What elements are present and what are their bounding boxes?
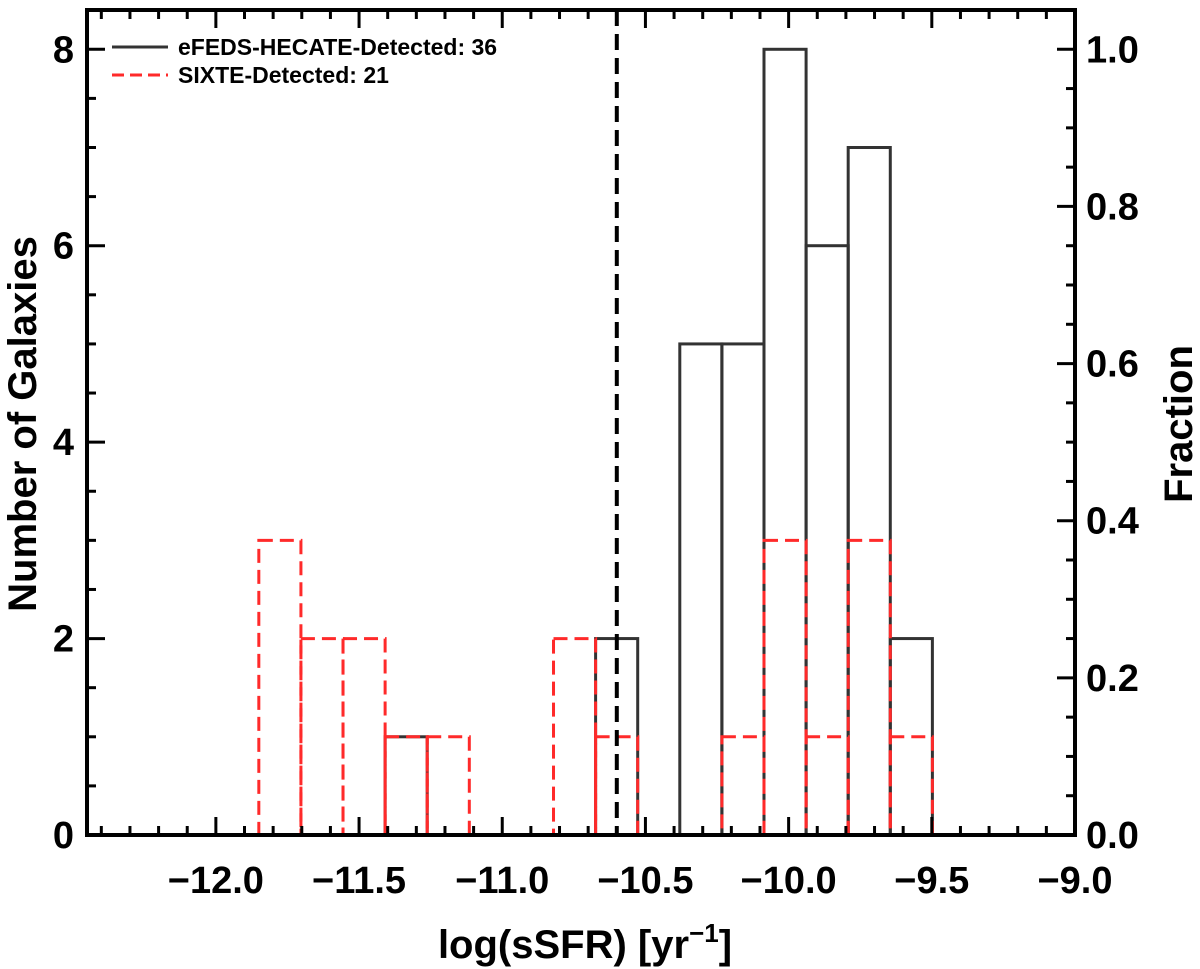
- axis-ticks: [87, 8, 1075, 837]
- y-axis-title: Number of Galaxies: [1, 236, 45, 612]
- x-tick-label: −10.0: [741, 860, 837, 902]
- hist-bar: [257, 538, 303, 837]
- y-tick-label: 0: [53, 815, 74, 857]
- y2-tick-label: 0.6: [1086, 344, 1139, 386]
- tick-labels: −12.0 −11.5 −11.0 −10.5 −10.0 −9.5 −9.0 0 2 4 6 8 0.…: [53, 29, 1139, 902]
- hist-bar: [762, 538, 808, 837]
- y-tick-label: 6: [53, 226, 74, 268]
- y-tick-label: 8: [53, 29, 74, 71]
- hist-bar: [804, 735, 850, 837]
- hist-bar: [762, 47, 808, 837]
- x-tick-label: −11.0: [455, 860, 549, 902]
- hist-bar: [425, 735, 471, 837]
- y2-tick-label: 1.0: [1086, 29, 1139, 71]
- hist-bar: [678, 342, 724, 837]
- hist-bar: [846, 538, 892, 837]
- plot-frame: [85, 8, 1077, 837]
- legend: eFEDS-HECATE-Detected: 36 SIXTE-Detected…: [112, 34, 497, 88]
- hist-bar: [299, 637, 345, 837]
- legend-label-efeds: eFEDS-HECATE-Detected: 36: [178, 34, 497, 60]
- hist-bar: [552, 637, 598, 837]
- series-efeds: [383, 47, 934, 837]
- hist-bar: [846, 146, 892, 837]
- x-tick-label: −11.5: [312, 860, 406, 902]
- x-axis-title: log(sSFR) [yr−1]: [438, 918, 732, 967]
- x-tick-label: −10.5: [597, 860, 693, 902]
- y-tick-label: 2: [53, 619, 74, 661]
- x-tick-label: −9.0: [1037, 860, 1112, 902]
- series-sixte: [257, 538, 934, 837]
- y-tick-label: 4: [53, 422, 74, 464]
- hist-bar: [888, 735, 934, 837]
- legend-label-sixte: SIXTE-Detected: 21: [178, 62, 389, 88]
- hist-bar: [341, 637, 387, 837]
- histogram-series-group: [257, 47, 934, 837]
- hist-bar: [720, 735, 766, 837]
- y2-tick-label: 0.2: [1086, 658, 1139, 700]
- hist-bar: [383, 735, 429, 837]
- x-tick-label: −12.0: [168, 860, 264, 902]
- y2-tick-label: 0.0: [1086, 815, 1139, 857]
- y2-axis-title: Fraction: [1157, 345, 1200, 503]
- x-tick-label: −9.5: [894, 860, 969, 902]
- hist-bar: [383, 735, 429, 837]
- y2-tick-label: 0.4: [1086, 501, 1139, 543]
- hist-bar: [720, 342, 766, 837]
- hist-bar: [804, 244, 850, 837]
- y2-tick-label: 0.8: [1086, 186, 1139, 228]
